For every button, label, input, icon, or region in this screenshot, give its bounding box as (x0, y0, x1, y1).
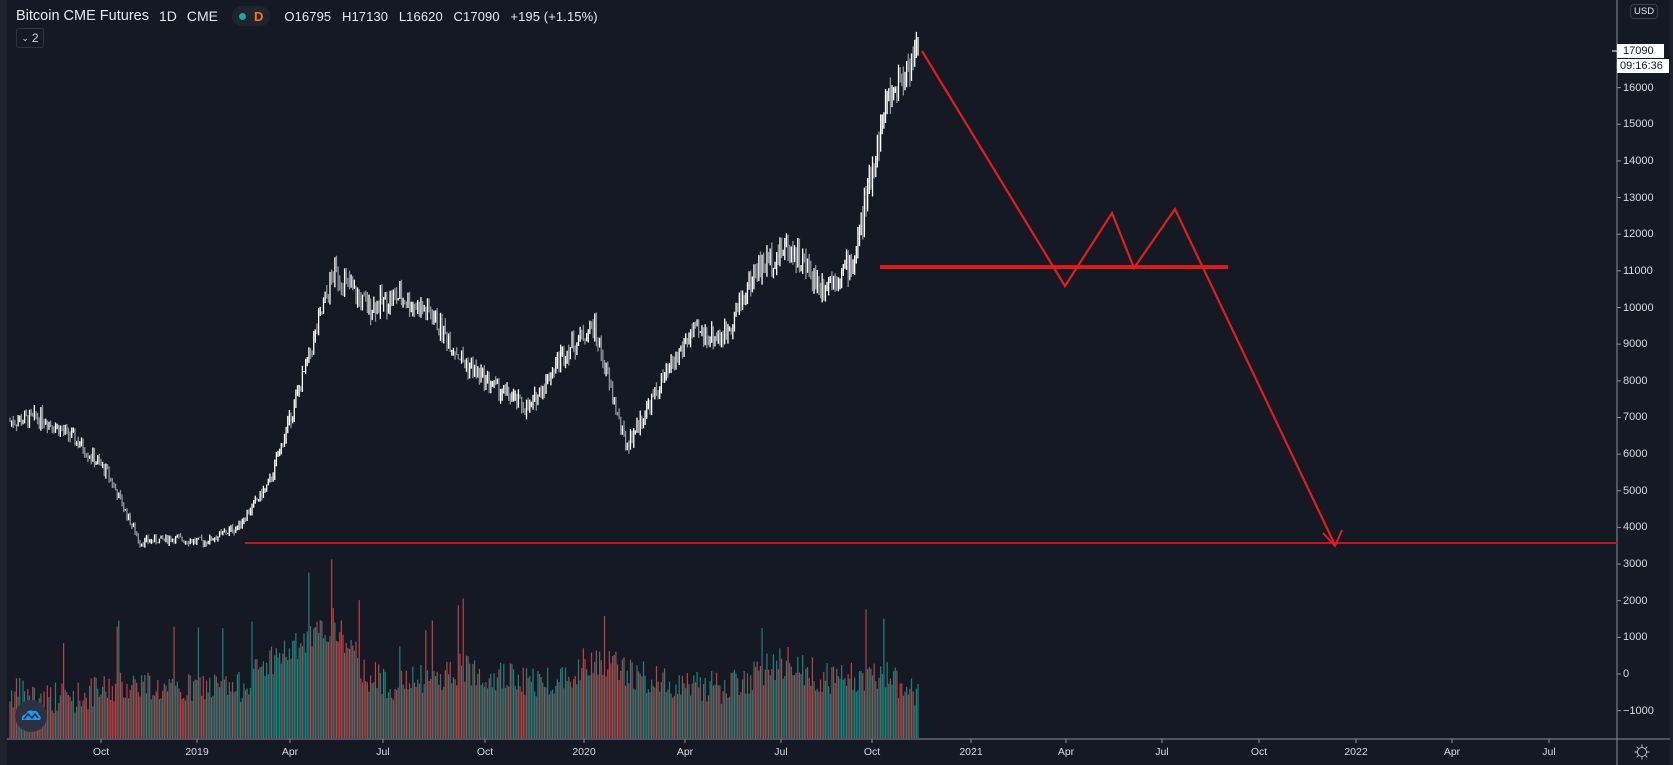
interval[interactable]: 1D (158, 8, 177, 24)
time-tick-label: Oct (92, 746, 110, 758)
time-tick-label: Apr (281, 746, 299, 758)
ohlc-values: O16795 H17130 L16620 C17090 +195 (+1.15%… (284, 9, 604, 24)
price-tick-label: 15000 (1623, 118, 1654, 131)
data-flag: D (254, 8, 264, 24)
price-tick-label: 5000 (1623, 484, 1648, 497)
time-tick-label: Jul (1155, 746, 1169, 758)
price-axis-ticks (1617, 87, 1621, 712)
time-tick-label: Jul (376, 746, 390, 758)
projection-path[interactable] (921, 50, 1336, 546)
price-tick-label: 14000 (1623, 154, 1654, 167)
low-value: L16620 (398, 8, 443, 24)
market-status-pill[interactable]: D (232, 6, 271, 26)
open-value: O16795 (284, 8, 332, 24)
chevron-down-icon: ⌄ (21, 32, 29, 43)
close-value: C17090 (453, 8, 500, 24)
price-tick-label: 3000 (1623, 558, 1648, 571)
time-tick-label: Apr (676, 746, 694, 758)
price-tick-label: 12000 (1623, 228, 1654, 241)
symbol-name[interactable]: Bitcoin CME Futures (16, 8, 149, 24)
last-price-label: 17090 (1617, 44, 1664, 58)
price-bars (9, 31, 919, 548)
price-tick-label: 0 (1623, 668, 1630, 680)
exchange: CME (186, 8, 218, 24)
price-tick-label: 11000 (1623, 264, 1653, 277)
left-toolbar-edge (0, 0, 7, 765)
arrow-head-icon (1322, 529, 1343, 548)
indicator-count: 2 (31, 31, 39, 45)
time-tick-label: 2019 (185, 746, 209, 758)
time-tick-label: 2021 (959, 746, 983, 758)
currency-label[interactable]: USD (1630, 4, 1659, 19)
price-tick-label: 16000 (1623, 81, 1654, 94)
change-value: +195 (+1.15%) (510, 8, 598, 24)
price-tick-label: 6000 (1623, 448, 1648, 461)
settings-gear-icon[interactable] (1634, 744, 1650, 760)
bar-countdown: 09:16:36 (1617, 59, 1669, 73)
time-tick-label: Jul (1542, 746, 1556, 758)
time-tick-label: Apr (1443, 746, 1461, 758)
high-value: H17130 (341, 8, 389, 24)
price-tick-label: 4000 (1623, 521, 1648, 534)
legend-header: Bitcoin CME Futures 1D CME D O16795 H171… (16, 6, 605, 26)
time-tick-label: Oct (863, 746, 881, 758)
time-tick-label: Oct (476, 746, 494, 758)
tradingview-logo-icon[interactable] (15, 700, 47, 732)
price-tick-label: 1000 (1623, 631, 1648, 644)
price-tick-label: −1000 (1623, 704, 1654, 717)
price-tick-label: 2000 (1623, 594, 1648, 607)
price-tick-label: 8000 (1623, 374, 1648, 387)
time-tick-label: Oct (1250, 746, 1268, 758)
time-axis-ticks (100, 739, 1550, 743)
time-tick-label: Apr (1057, 746, 1075, 758)
price-tick-label: 7000 (1623, 411, 1648, 424)
time-tick-label: 2022 (1344, 746, 1368, 758)
market-open-dot-icon (239, 12, 246, 20)
time-tick-label: 2020 (572, 746, 596, 758)
price-tick-label: 13000 (1623, 191, 1654, 204)
volume-bars (9, 559, 919, 738)
time-tick-label: Jul (774, 746, 788, 758)
price-tick-label: 9000 (1623, 338, 1648, 351)
price-tick-label: 10000 (1623, 301, 1654, 314)
right-edge (1670, 0, 1673, 765)
collapse-indicators-button[interactable]: ⌄ 2 (16, 28, 44, 48)
